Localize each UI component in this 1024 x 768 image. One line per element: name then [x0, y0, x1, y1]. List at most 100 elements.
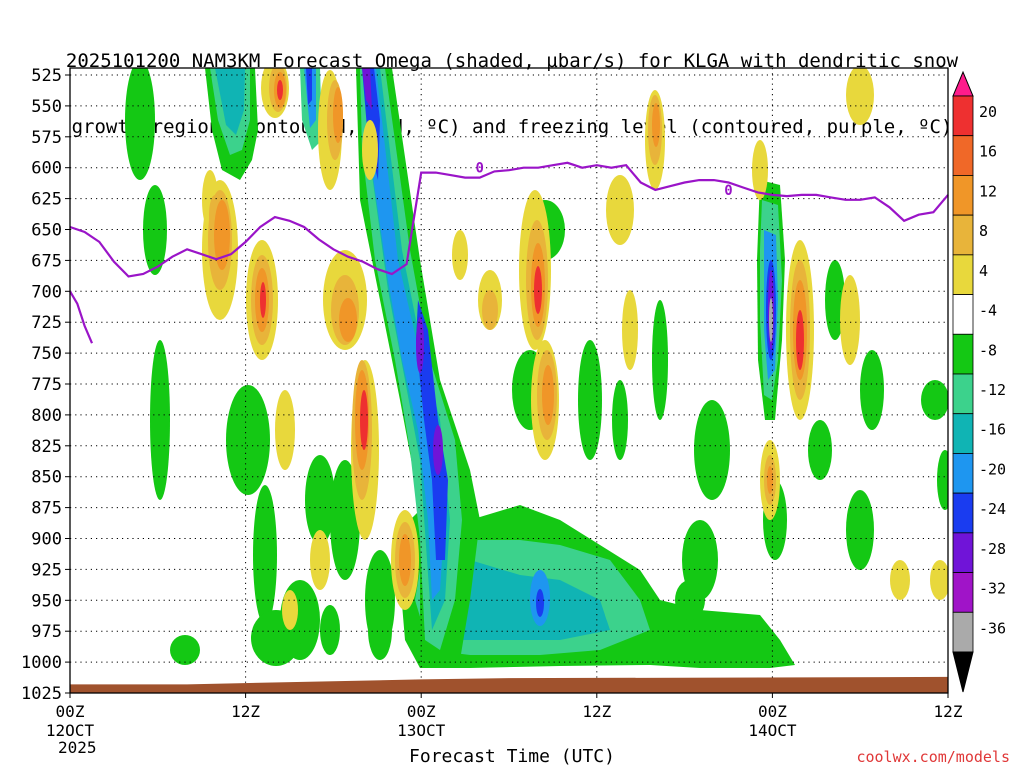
colorbar-label: 20 [979, 103, 997, 121]
omega-shade-cell [416, 317, 424, 373]
colorbar-swatch [952, 492, 974, 534]
omega-shade-cell [578, 340, 602, 460]
colorbar-label: -4 [979, 302, 997, 320]
freezing-level-line [69, 161, 949, 278]
omega-shade-cell [150, 340, 170, 500]
y-tick-label: 800 [31, 406, 62, 426]
colorbar-swatch [952, 373, 974, 415]
colorbar-swatch [952, 135, 974, 176]
omega-shade-cell [846, 490, 874, 570]
y-tick-label: 1000 [21, 653, 62, 673]
colorbar-swatch [952, 611, 974, 653]
ground-surface [70, 676, 948, 693]
y-tick-label: 625 [31, 190, 62, 210]
colorbar-swatch [952, 413, 974, 454]
colorbar: 20 16 12 8 4 -4 -8 -12 -16 -20 -24 -28 -32 -36 [952, 70, 1006, 693]
omega-shade-cell [890, 560, 910, 600]
omega-shade-cell [808, 420, 832, 480]
omega-shade-cell [260, 282, 266, 318]
omega-shade-cell [840, 275, 860, 365]
omega-shade-cell [275, 390, 295, 470]
omega-shade-cell [694, 400, 730, 500]
omega-shade-cell [604, 585, 620, 625]
y-tick-label: 550 [31, 97, 62, 117]
plot-frame [69, 67, 949, 694]
y-tick-label: 900 [31, 530, 62, 550]
omega-shade-cell [536, 589, 544, 617]
colorbar-top-triangle [952, 70, 974, 97]
omega-shade-cell [433, 425, 443, 475]
y-tick-label: 600 [31, 159, 62, 179]
colorbar-swatch [952, 532, 974, 573]
freezing-level-line [69, 290, 94, 344]
colorbar-label: -16 [979, 421, 1006, 439]
gridlines [70, 68, 948, 693]
omega-shade-cell [306, 68, 312, 105]
omega-shade-cell [277, 80, 283, 100]
omega-shade-cell [362, 120, 378, 180]
omega-shade-cell [769, 298, 773, 342]
omega-shade-cell [226, 385, 270, 495]
omega-shade-cell [305, 455, 335, 545]
omega-shade-cell [542, 365, 554, 425]
colorbar-swatch [952, 214, 974, 256]
y-tick-label: 725 [31, 313, 62, 333]
colorbar-label: 4 [979, 262, 988, 280]
colorbar-swatch [952, 333, 974, 375]
y-tick-label: 925 [31, 560, 62, 580]
omega-shade-cell [452, 230, 468, 280]
colorbar-label: -8 [979, 341, 997, 359]
omega-shade-cell [860, 350, 884, 430]
y-tick-label: 525 [31, 66, 62, 86]
x-tick-date: 14OCT [748, 721, 797, 740]
x-tick-label: 12Z [231, 702, 260, 721]
omega-shade-cell [310, 530, 330, 590]
y-axis: 525 550 575 600 625 650 675 700 725 750 775 800 825 8… [21, 66, 70, 704]
colorbar-label: -32 [979, 580, 1006, 598]
y-tick-label: 750 [31, 344, 62, 364]
omega-shade-cell [622, 290, 638, 370]
omega-shade-cell [170, 635, 200, 665]
colorbar-label: -12 [979, 381, 1006, 399]
omega-shade-cell [333, 87, 343, 143]
credit-link[interactable]: coolwx.com/models [856, 748, 1010, 766]
omega-shade-cell [937, 450, 948, 510]
omega-shade-cell [921, 380, 948, 420]
colorbar-swatch [952, 572, 974, 613]
omega-shade-cell [482, 290, 498, 330]
colorbar-label: -28 [979, 540, 1006, 558]
x-tick-label: 00Z [758, 702, 787, 721]
omega-shade-cell [796, 310, 804, 370]
x-tick-label: 12Z [582, 702, 611, 721]
omega-shade-cell [282, 590, 298, 630]
y-tick-label: 700 [31, 282, 62, 302]
freezing-level-contours: 00 [69, 161, 949, 344]
x-tick-year: 2025 [58, 738, 97, 757]
x-tick-label: 00Z [407, 702, 436, 721]
x-axis-title: Forecast Time (UTC) [409, 746, 615, 767]
omega-shade-cell [652, 103, 660, 147]
omega-shade-cell [534, 266, 542, 314]
y-tick-label: 825 [31, 437, 62, 457]
y-tick-label: 575 [31, 128, 62, 148]
colorbar-label: 12 [979, 182, 997, 200]
omega-shade-cell [846, 68, 874, 125]
omega-shade-cell [612, 380, 628, 460]
y-tick-label: 850 [31, 468, 62, 488]
x-tick-label: 12Z [934, 702, 963, 721]
colorbar-label: 8 [979, 222, 988, 240]
omega-shade-cell [143, 185, 167, 275]
x-tick-date: 13OCT [397, 721, 446, 740]
y-tick-label: 775 [31, 375, 62, 395]
colorbar-label: 16 [979, 143, 997, 161]
y-tick-label: 1025 [21, 684, 62, 704]
freezing-level-label: 0 [724, 183, 732, 199]
omega-shade-cell [215, 68, 245, 135]
omega-shade-cell [652, 300, 668, 420]
colorbar-label: -36 [979, 619, 1006, 637]
omega-shade-cell [214, 200, 230, 270]
omega-shade-cell [606, 175, 634, 245]
y-tick-label: 875 [31, 499, 62, 519]
